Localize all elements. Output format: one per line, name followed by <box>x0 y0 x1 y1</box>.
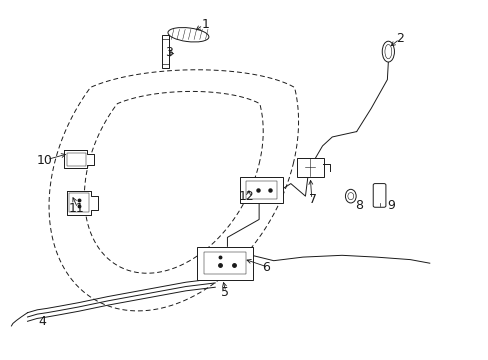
Text: 7: 7 <box>308 193 316 206</box>
Bar <box>69 193 89 212</box>
Ellipse shape <box>345 189 355 203</box>
Bar <box>245 181 277 199</box>
FancyBboxPatch shape <box>162 36 168 68</box>
Polygon shape <box>64 150 94 168</box>
Text: 5: 5 <box>221 287 228 300</box>
Text: 8: 8 <box>354 199 363 212</box>
Text: 11: 11 <box>68 202 84 215</box>
Bar <box>203 252 245 274</box>
Ellipse shape <box>382 41 394 62</box>
FancyBboxPatch shape <box>196 247 253 280</box>
Text: 9: 9 <box>386 199 394 212</box>
Bar <box>67 153 85 166</box>
FancyBboxPatch shape <box>372 184 385 207</box>
Text: 3: 3 <box>164 46 172 59</box>
FancyBboxPatch shape <box>297 158 324 177</box>
Text: 6: 6 <box>262 261 270 274</box>
Text: 2: 2 <box>396 32 404 45</box>
Text: 10: 10 <box>37 154 52 167</box>
FancyBboxPatch shape <box>240 177 283 203</box>
Ellipse shape <box>167 28 208 42</box>
Polygon shape <box>66 191 98 215</box>
Text: 1: 1 <box>201 18 209 31</box>
Ellipse shape <box>384 44 391 59</box>
Text: 4: 4 <box>38 315 46 328</box>
Text: 12: 12 <box>239 190 254 203</box>
Ellipse shape <box>347 193 353 200</box>
